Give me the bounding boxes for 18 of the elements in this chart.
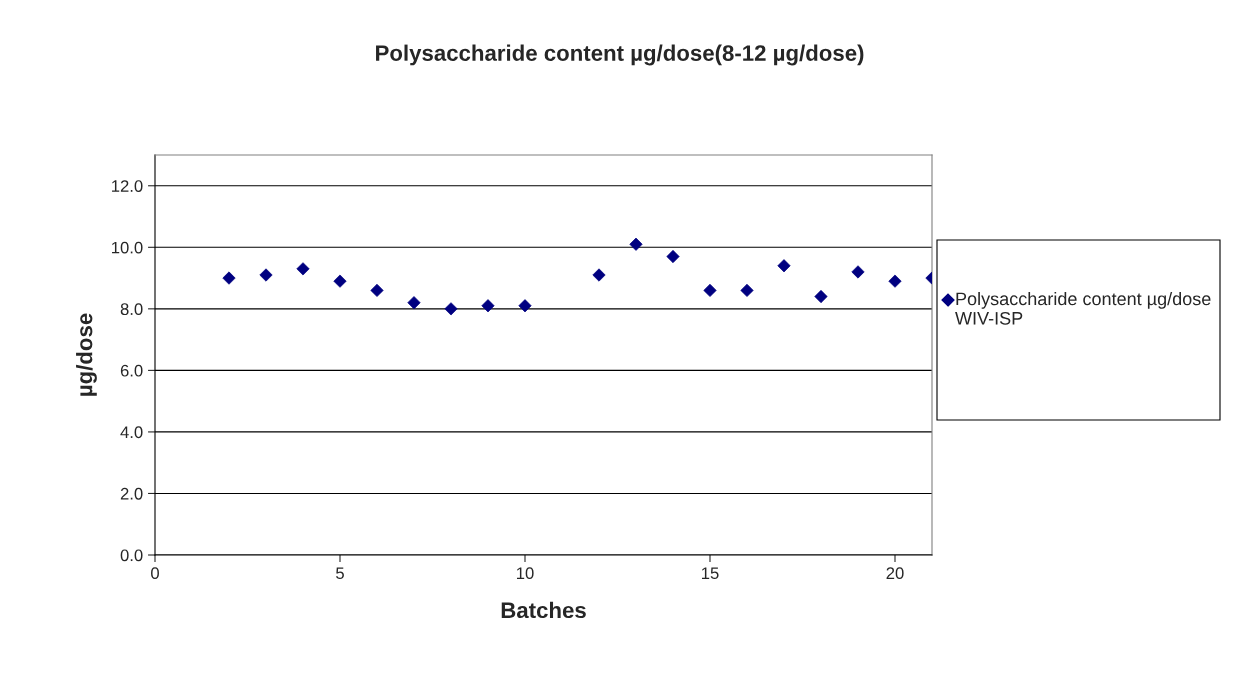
point bbox=[222, 271, 236, 285]
y-tick-label: 8.0 bbox=[120, 303, 143, 316]
point bbox=[888, 274, 902, 288]
chart-title: Polysaccharide content µg/dose(8-12 µg/dose) bbox=[376, 44, 864, 66]
y-axis-title: µg/dose bbox=[76, 313, 97, 396]
x-tick-label: 20 bbox=[886, 567, 904, 580]
y-tick-label: 6.0 bbox=[120, 364, 143, 377]
x-axis-title: Batches bbox=[501, 601, 586, 619]
y-tick-label: 0.0 bbox=[120, 549, 143, 562]
x-tick-label: 0 bbox=[151, 567, 159, 580]
x-tick-label: 10 bbox=[517, 567, 534, 580]
y-tick-label: 10.0 bbox=[112, 241, 143, 254]
y-tick-label: 12.0 bbox=[112, 180, 143, 192]
legend-label: Polysaccharide content µg/dose WIV-ISP bbox=[955, 292, 1211, 325]
x-tick-label: 5 bbox=[336, 567, 344, 580]
x-tick-label: 15 bbox=[702, 567, 719, 580]
y-tick-label: 2.0 bbox=[120, 487, 143, 500]
y-tick-label: 4.0 bbox=[120, 426, 143, 439]
